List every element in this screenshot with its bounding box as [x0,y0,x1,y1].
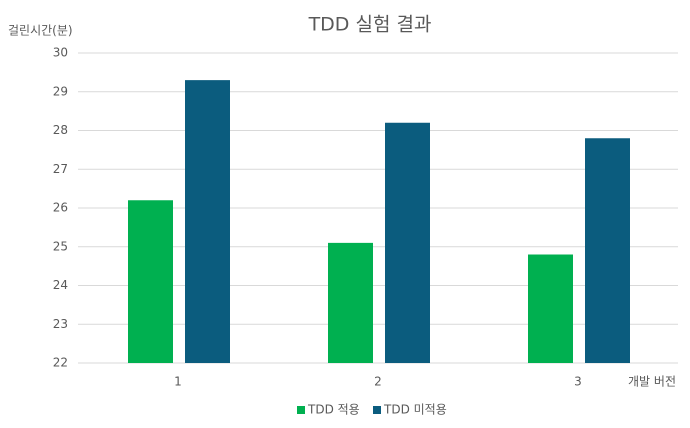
x-tick-label: 1 [174,375,182,389]
chart-title: TDD 실험 결과 [308,14,432,36]
bar [385,122,430,363]
legend-label: TDD 적용 [307,403,360,417]
bar [328,242,373,363]
y-tick-label: 30 [53,46,68,60]
x-axis-label: 개발 버전 [628,375,676,389]
bar [185,80,230,363]
bar [128,200,173,363]
y-tick-label: 22 [53,356,68,370]
x-tick-label: 2 [374,375,382,389]
y-tick-label: 24 [53,278,68,292]
y-tick-label: 27 [53,162,68,176]
y-tick-label: 23 [53,317,68,331]
bar [585,138,630,363]
legend-swatch [373,406,381,414]
y-tick-label: 28 [53,123,68,137]
y-tick-label: 26 [53,201,68,215]
bar [528,254,573,363]
y-tick-label: 29 [53,84,68,98]
legend-swatch [297,406,305,414]
x-tick-label: 3 [574,375,582,389]
legend-label: TDD 미적용 [383,403,447,417]
y-tick-label: 25 [53,239,68,253]
y-axis-label: 걸린시간(분) [8,24,73,38]
